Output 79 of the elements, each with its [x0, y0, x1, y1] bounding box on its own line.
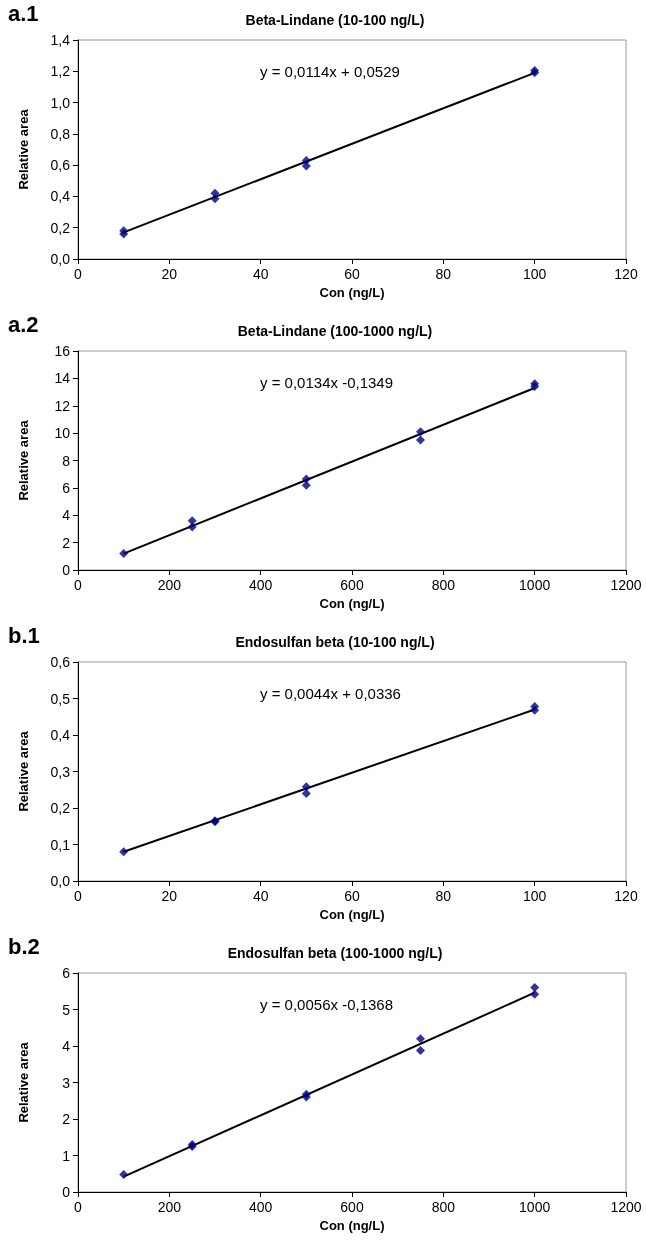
- y-tick-label: 0,2: [50, 800, 71, 816]
- y-tick-label: 6: [62, 965, 71, 981]
- y-tick-label: 0,0: [50, 251, 71, 267]
- y-tick-label: 4: [62, 1038, 71, 1054]
- x-tick-label: 400: [248, 577, 273, 593]
- x-tick-label: 80: [435, 888, 452, 904]
- x-tick-label: 120: [614, 266, 638, 282]
- x-tick-label: 1200: [610, 1199, 642, 1215]
- y-tick-label: 0,6: [50, 157, 71, 174]
- x-tick-label: 40: [252, 888, 269, 904]
- x-tick-label: 0: [74, 266, 83, 282]
- y-tick-label: 0: [62, 562, 71, 578]
- y-tick-label: 0: [62, 1184, 71, 1200]
- text: a.2: [8, 311, 39, 337]
- x-tick-label: 1200: [610, 577, 642, 593]
- y-tick-label: 2: [62, 1111, 71, 1127]
- x-axis-title: Con (ng/L): [319, 906, 385, 922]
- y-tick-label: 8: [62, 452, 71, 469]
- annotation: y = 0,0114x + 0,0529: [260, 63, 400, 80]
- y-tick-label: 10: [54, 425, 71, 442]
- x-tick-label: 80: [435, 266, 452, 282]
- y-axis-title: Relative area: [16, 108, 31, 190]
- text: b.2: [8, 933, 40, 959]
- y-tick-label: 1,0: [50, 94, 71, 111]
- x-tick-label: 200: [157, 577, 182, 593]
- annotation: y = 0,0044x + 0,0336: [260, 685, 401, 702]
- x-tick-label: 600: [340, 1199, 364, 1215]
- y-tick-label: 1,4: [50, 32, 71, 48]
- y-tick-label: 5: [62, 1001, 71, 1018]
- x-axis-title: Con (ng/L): [319, 595, 385, 611]
- x-tick-label: 800: [431, 577, 456, 593]
- y-tick-label: 0,4: [50, 727, 71, 743]
- x-tick-label: 400: [248, 1199, 273, 1215]
- y-tick-label: 0,3: [50, 763, 71, 780]
- x-tick-label: 20: [161, 888, 178, 904]
- y-axis-title: Relative area: [16, 1041, 31, 1123]
- y-tick-label: 1,2: [50, 63, 71, 80]
- x-tick-label: 1000: [519, 1199, 551, 1215]
- y-tick-label: 12: [54, 397, 71, 414]
- chart-title: Beta-Lindane (100-1000 ng/L): [237, 323, 433, 339]
- annotation: y = 0,0056x -0,1368: [260, 996, 394, 1013]
- chart-title: Endosulfan beta (10-100 ng/L): [235, 634, 435, 650]
- x-axis-title: Con (ng/L): [319, 284, 385, 300]
- y-tick-label: 3: [62, 1074, 71, 1091]
- x-tick-label: 120: [614, 888, 638, 904]
- x-tick-label: 0: [74, 888, 83, 904]
- y-tick-label: 14: [54, 370, 71, 387]
- y-tick-label: 0,8: [50, 125, 71, 142]
- x-tick-label: 100: [522, 888, 547, 904]
- text: a.1: [8, 0, 39, 26]
- y-tick-label: 0,5: [50, 690, 71, 707]
- y-tick-label: 6: [62, 479, 71, 496]
- y-tick-label: 0,1: [50, 836, 71, 853]
- x-tick-label: 100: [522, 266, 547, 282]
- x-tick-label: 200: [157, 1199, 182, 1215]
- y-tick-label: 0,2: [50, 219, 71, 236]
- x-tick-label: 40: [252, 266, 269, 282]
- chart-title: Beta-Lindane (10-100 ng/L): [245, 12, 425, 28]
- y-tick-label: 2: [62, 534, 71, 551]
- x-tick-label: 800: [431, 1199, 456, 1215]
- x-tick-label: 60: [344, 888, 360, 904]
- x-tick-label: 20: [161, 266, 178, 282]
- y-tick-label: 16: [54, 343, 71, 359]
- x-tick-label: 0: [74, 1199, 83, 1215]
- x-tick-label: 600: [340, 577, 364, 593]
- y-axis-title: Relative area: [16, 419, 31, 501]
- y-tick-label: 0,0: [50, 873, 71, 889]
- annotation: y = 0,0134x -0,1349: [260, 374, 394, 391]
- chart-title: Endosulfan beta (100-1000 ng/L): [227, 945, 443, 961]
- text: b.1: [8, 622, 40, 648]
- y-tick-label: 0,6: [50, 654, 71, 670]
- x-axis-title: Con (ng/L): [319, 1217, 385, 1233]
- x-tick-label: 0: [74, 577, 83, 593]
- x-tick-label: 1000: [519, 577, 551, 593]
- y-tick-label: 4: [62, 507, 71, 524]
- y-axis-title: Relative area: [16, 730, 31, 812]
- x-tick-label: 60: [344, 266, 360, 282]
- y-tick-label: 1: [62, 1147, 71, 1164]
- y-tick-label: 0,4: [50, 188, 71, 205]
